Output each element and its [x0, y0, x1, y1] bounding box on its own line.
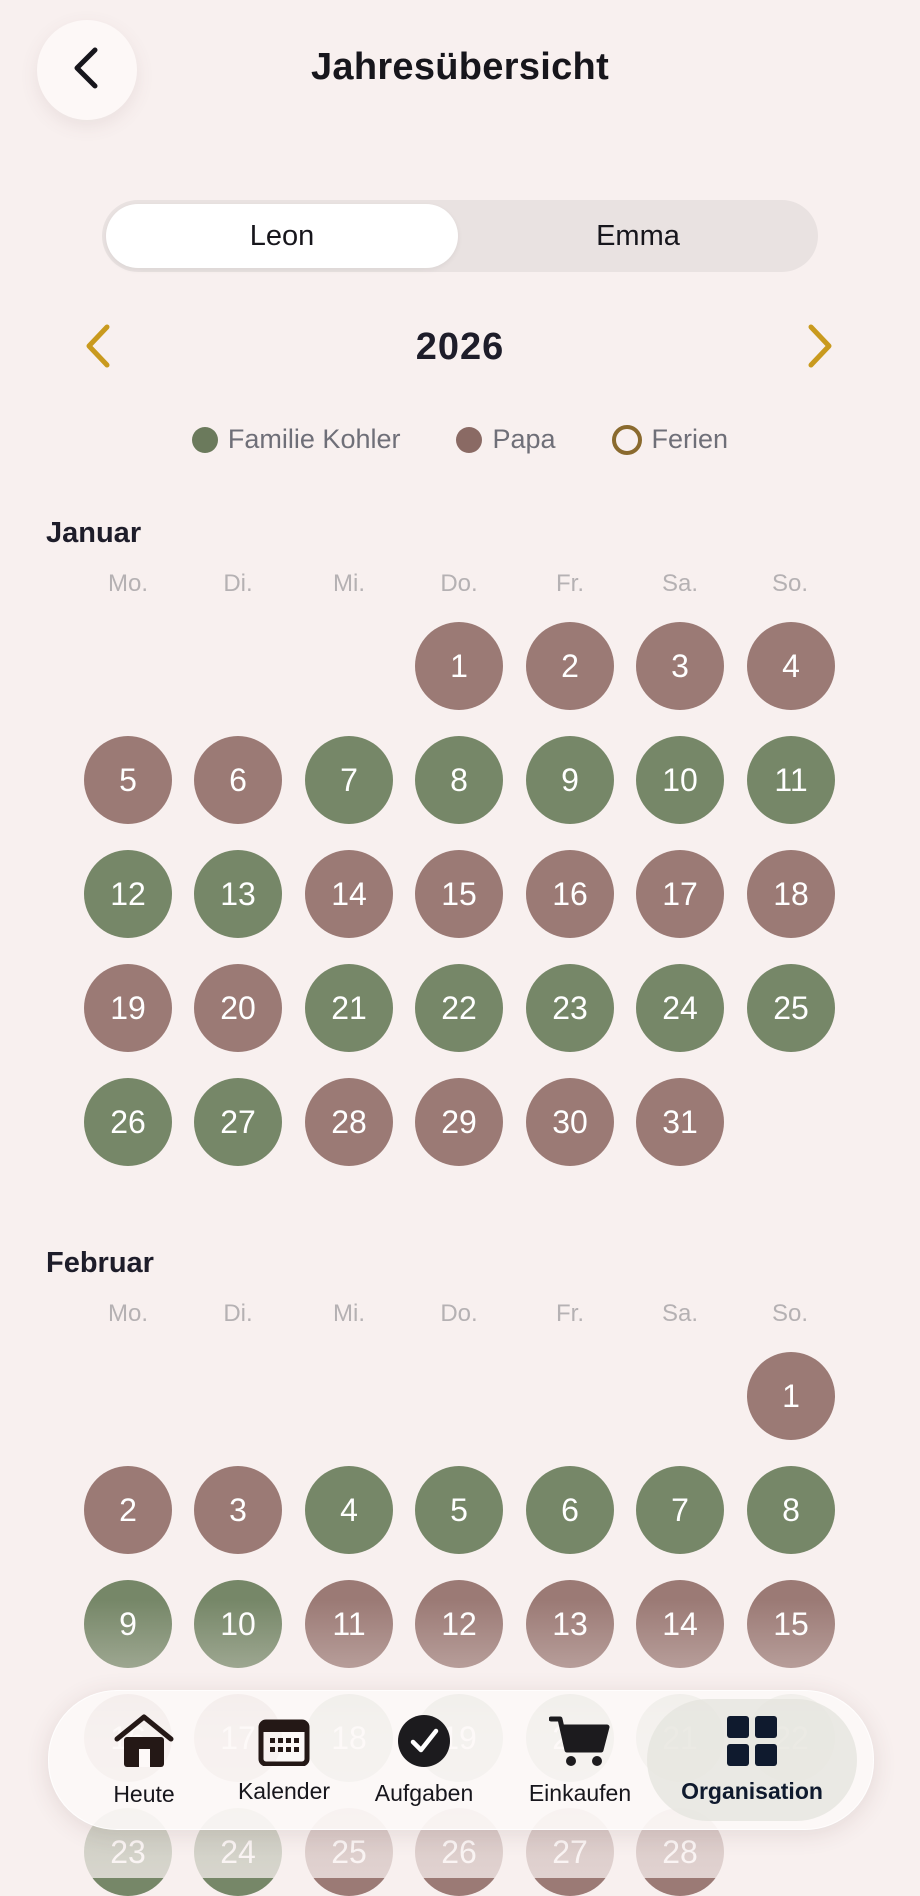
day-cell[interactable]: 24	[636, 964, 724, 1052]
weekday-label: Do.	[440, 570, 478, 597]
day-cell[interactable]: 2	[526, 622, 614, 710]
day-cell[interactable]: 3	[636, 622, 724, 710]
day-cell[interactable]: 7	[636, 1466, 724, 1554]
day-cell[interactable]: 25	[747, 964, 835, 1052]
day-cell[interactable]: 1	[415, 622, 503, 710]
day-cell[interactable]: 26	[84, 1078, 172, 1166]
day-cell[interactable]: 4	[747, 622, 835, 710]
day-cell[interactable]: 21	[305, 964, 393, 1052]
legend-item-papa: Papa	[456, 424, 556, 455]
day-cell[interactable]: 8	[415, 736, 503, 824]
weekday-label: Mi.	[333, 1300, 365, 1327]
legend-label: Papa	[492, 424, 556, 454]
back-button[interactable]	[37, 20, 137, 120]
tab-label: Kalender	[237, 1777, 331, 1804]
checkmark-circle-icon	[397, 1714, 451, 1774]
tab-organisation[interactable]: Organisation	[647, 1699, 857, 1821]
chevron-right-icon	[805, 323, 835, 374]
legend-dot-papa	[456, 426, 483, 453]
tab-heute[interactable]: Heute	[89, 1691, 199, 1829]
month-title-januar: Januar	[46, 517, 142, 549]
tab-einkaufen[interactable]: Einkaufen	[525, 1691, 635, 1829]
day-cell[interactable]: 5	[84, 736, 172, 824]
day-cell[interactable]: 30	[526, 1078, 614, 1166]
grid-icon	[727, 1715, 777, 1772]
year-label: 2026	[415, 326, 505, 368]
day-cell[interactable]: 15	[747, 1580, 835, 1668]
month-title-februar: Februar	[46, 1247, 154, 1279]
weekday-label: So.	[771, 1300, 809, 1327]
day-cell[interactable]: 18	[747, 850, 835, 938]
day-cell[interactable]: 14	[636, 1580, 724, 1668]
weekday-label: Sa.	[661, 1300, 699, 1327]
day-cell[interactable]: 23	[526, 964, 614, 1052]
weekday-label: Di.	[223, 570, 253, 597]
day-cell[interactable]: 19	[84, 964, 172, 1052]
day-cell[interactable]: 14	[305, 850, 393, 938]
day-cell[interactable]: 12	[84, 850, 172, 938]
day-cell[interactable]: 5	[415, 1466, 503, 1554]
weekday-label: Mo.	[107, 1300, 148, 1327]
day-cell[interactable]: 10	[636, 736, 724, 824]
day-cell[interactable]: 13	[526, 1580, 614, 1668]
legend-item-familie: Familie Kohler	[191, 424, 401, 455]
home-icon	[113, 1713, 175, 1775]
weekday-label: Mo.	[107, 570, 148, 597]
day-cell[interactable]: 31	[636, 1078, 724, 1166]
tab-label: Einkaufen	[528, 1779, 632, 1806]
legend: Familie Kohler Papa Ferien	[0, 424, 920, 455]
weekday-label: Di.	[223, 1300, 253, 1327]
chevron-left-icon	[83, 323, 113, 374]
day-cell[interactable]: 6	[194, 736, 282, 824]
chevron-left-icon	[67, 44, 107, 97]
legend-dot-ferien	[611, 424, 642, 455]
day-cell[interactable]: 9	[526, 736, 614, 824]
legend-dot-familie	[191, 426, 218, 453]
tab-label: Heute	[113, 1780, 175, 1807]
segment-emma[interactable]: Emma	[596, 219, 680, 252]
weekday-label: So.	[771, 570, 809, 597]
day-cell[interactable]: 29	[415, 1078, 503, 1166]
weekday-label: Mi.	[333, 570, 365, 597]
weekday-label: Do.	[440, 1300, 478, 1327]
weekday-label: Fr.	[556, 1300, 584, 1327]
tab-kalender[interactable]: Kalender	[229, 1691, 339, 1829]
day-cell[interactable]: 27	[194, 1078, 282, 1166]
child-segmented-control: Leon Emma	[102, 200, 818, 272]
day-cell[interactable]: 11	[747, 736, 835, 824]
day-cell[interactable]: 1	[747, 1352, 835, 1440]
next-year-button[interactable]	[790, 318, 850, 378]
day-cell[interactable]: 15	[415, 850, 503, 938]
day-cell[interactable]: 28	[305, 1078, 393, 1166]
weekday-label: Sa.	[661, 570, 699, 597]
day-cell[interactable]: 16	[526, 850, 614, 938]
day-cell[interactable]: 3	[194, 1466, 282, 1554]
tab-aufgaben[interactable]: Aufgaben	[369, 1691, 479, 1829]
day-cell[interactable]: 4	[305, 1466, 393, 1554]
legend-label: Ferien	[651, 424, 729, 454]
tab-label: Aufgaben	[374, 1779, 474, 1806]
day-cell[interactable]: 8	[747, 1466, 835, 1554]
day-cell[interactable]: 17	[636, 850, 724, 938]
day-cell[interactable]: 20	[194, 964, 282, 1052]
calendar-icon	[258, 1716, 310, 1772]
weekday-label: Fr.	[556, 570, 584, 597]
legend-item-ferien: Ferien	[611, 424, 729, 455]
legend-label: Familie Kohler	[227, 424, 401, 454]
day-cell[interactable]: 12	[415, 1580, 503, 1668]
page-title: Jahresübersicht	[310, 46, 610, 88]
tab-label: Organisation	[681, 1777, 823, 1804]
previous-year-button[interactable]	[68, 318, 128, 378]
cart-icon	[548, 1714, 611, 1774]
day-cell[interactable]: 7	[305, 736, 393, 824]
day-cell[interactable]: 2	[84, 1466, 172, 1554]
day-cell[interactable]: 10	[194, 1580, 282, 1668]
day-cell[interactable]: 11	[305, 1580, 393, 1668]
day-cell[interactable]: 22	[415, 964, 503, 1052]
day-cell[interactable]: 13	[194, 850, 282, 938]
day-cell[interactable]: 9	[84, 1580, 172, 1668]
tab-bar: Heute Kalender Aufgaben Einkaufen Organi…	[48, 1690, 874, 1830]
day-cell[interactable]: 6	[526, 1466, 614, 1554]
segment-leon[interactable]: Leon	[106, 204, 458, 268]
